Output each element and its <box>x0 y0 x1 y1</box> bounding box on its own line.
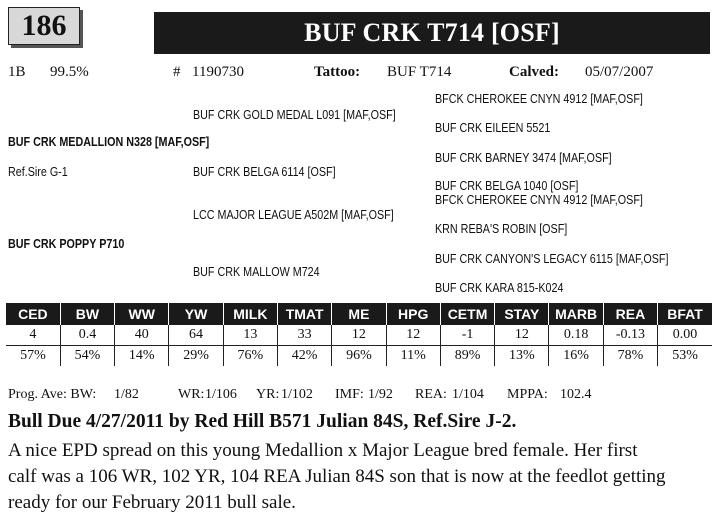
registration-number: 1190730 <box>192 64 244 80</box>
description-line-2: calf was a 106 WR, 102 YR, 104 REA Julia… <box>8 466 666 487</box>
epd-header-row: CED BW WW YW MILK TMAT ME HPG CETM STAY MARB REA BFA… <box>6 303 712 325</box>
epd-values-row: 4 0.4 40 64 13 33 12 12 -1 12 0.18 -0.13 0.00 <box>6 325 712 346</box>
prog-rea-value: 1/104 <box>452 387 484 402</box>
description-line-1: A nice EPD spread on this young Medallio… <box>8 440 638 461</box>
prog-imf-label: IMF: <box>335 387 364 402</box>
prog-yr-value: 1/102 <box>281 387 313 402</box>
prog-bw-value: 1/82 <box>114 387 139 402</box>
prog-imf-value: 1/92 <box>368 387 393 402</box>
pedigree-sire: BUF CRK MEDALLION N328 [MAF,OSF] <box>8 135 210 149</box>
epd-value-me: 12 <box>331 325 387 346</box>
pedigree-sss: BFCK CHEROKEE CNYN 4912 [MAF,OSF] <box>435 92 643 106</box>
breed-code: 1B <box>8 64 26 80</box>
tattoo-label: Tattoo: <box>314 64 361 80</box>
epd-header-hpg: HPG <box>386 303 441 325</box>
epd-header-stay: STAY <box>494 303 550 325</box>
epd-percentile-ww: 14% <box>114 345 170 366</box>
reg-prefix: # <box>173 64 181 80</box>
epd-percentile-bw: 54% <box>60 345 116 366</box>
epd-value-hpg: 12 <box>386 325 441 346</box>
epd-percentile-ced: 57% <box>6 345 61 366</box>
epd-header-ww: WW <box>114 303 170 325</box>
pedigree-dss: BFCK CHEROKEE CNYN 4912 [MAF,OSF] <box>435 193 643 207</box>
epd-header-bw: BW <box>60 303 116 325</box>
tattoo-value: BUF T714 <box>387 64 452 80</box>
epd-header-rea: REA <box>603 303 659 325</box>
breed-percent: 99.5% <box>50 64 89 80</box>
epd-percentile-milk: 76% <box>223 345 278 366</box>
description-line-3: ready for our February 2011 bull sale. <box>8 492 296 513</box>
epd-percentile-tmat: 42% <box>277 345 333 366</box>
epd-percentile-stay: 13% <box>494 345 550 366</box>
epd-percentile-rea: 78% <box>603 345 659 366</box>
epd-value-stay: 12 <box>494 325 550 346</box>
epd-percentile-me: 96% <box>331 345 387 366</box>
pedigree-ddd: BUF CRK KARA 815-K024 <box>435 281 564 295</box>
epd-header-tmat: TMAT <box>277 303 333 325</box>
epd-value-marb: 0.18 <box>548 325 604 346</box>
epd-percentile-hpg: 11% <box>386 345 441 366</box>
prog-wr-value: 1/106 <box>205 387 237 402</box>
epd-header-bfat: BFAT <box>657 303 712 325</box>
pedigree-ssd: BUF CRK EILEEN 5521 <box>435 121 551 135</box>
epd-percentile-bfat: 53% <box>672 348 698 363</box>
epd-table: CED BW WW YW MILK TMAT ME HPG CETM STAY MARB REA BFA… <box>6 303 712 366</box>
pedigree-sd: BUF CRK BELGA 6114 [OSF] <box>193 165 336 179</box>
epd-value-tmat: 33 <box>277 325 333 346</box>
pedigree-sds: BUF CRK BARNEY 3474 [MAF,OSF] <box>435 151 612 165</box>
calved-label: Calved: <box>509 64 559 80</box>
calved-date: 05/07/2007 <box>585 64 654 80</box>
epd-header-marb: MARB <box>548 303 604 325</box>
pedigree-dam: BUF CRK POPPY P710 <box>8 237 125 251</box>
epd-value-cetm: -1 <box>440 325 496 346</box>
prog-bw-label: Prog. Ave: BW: <box>8 387 97 402</box>
epd-header-me: ME <box>331 303 387 325</box>
prog-mppa-value: 102.4 <box>560 387 592 402</box>
epd-value-yw: 64 <box>168 325 224 346</box>
pedigree-ss: BUF CRK GOLD MEDAL L091 [MAF,OSF] <box>193 108 396 122</box>
epd-percentile-row: 57% 54% 14% 29% 76% 42% 96% 11% 89% 13% 16% 78% 53% <box>6 345 712 366</box>
epd-percentile-yw: 29% <box>168 345 224 366</box>
pedigree-ref-sire: Ref.Sire G-1 <box>8 165 68 179</box>
pedigree-dd: BUF CRK MALLOW M724 <box>193 265 320 279</box>
prog-yr-label: YR: <box>256 387 280 402</box>
epd-percentile-marb: 16% <box>548 345 604 366</box>
pedigree-sdd: BUF CRK BELGA 1040 [OSF] <box>435 179 579 193</box>
prog-wr-label: WR: <box>178 387 205 402</box>
epd-value-rea: -0.13 <box>603 325 659 346</box>
pedigree-ds: LCC MAJOR LEAGUE A502M [MAF,OSF] <box>193 208 394 222</box>
epd-header-milk: MILK <box>223 303 278 325</box>
epd-value-ced: 4 <box>6 325 61 346</box>
breeding-headline: Bull Due 4/27/2011 by Red Hill B571 Juli… <box>8 411 517 432</box>
epd-value-bw: 0.4 <box>60 325 116 346</box>
epd-value-ww: 40 <box>114 325 170 346</box>
lot-number: 186 <box>8 7 80 45</box>
epd-value-milk: 13 <box>223 325 278 346</box>
epd-header-ced: CED <box>6 303 61 325</box>
prog-rea-label: REA: <box>415 387 447 402</box>
animal-name-title: BUF CRK T714 [OSF] <box>154 12 710 54</box>
epd-header-yw: YW <box>168 303 224 325</box>
epd-value-bfat: 0.00 <box>657 325 712 346</box>
epd-percentile-cetm: 89% <box>440 345 496 366</box>
epd-header-cetm: CETM <box>440 303 496 325</box>
pedigree-dsd: KRN REBA'S ROBIN [OSF] <box>435 222 568 236</box>
prog-mppa-label: MPPA: <box>507 387 548 402</box>
pedigree-dds: BUF CRK CANYON'S LEGACY 6115 [MAF,OSF] <box>435 252 669 266</box>
